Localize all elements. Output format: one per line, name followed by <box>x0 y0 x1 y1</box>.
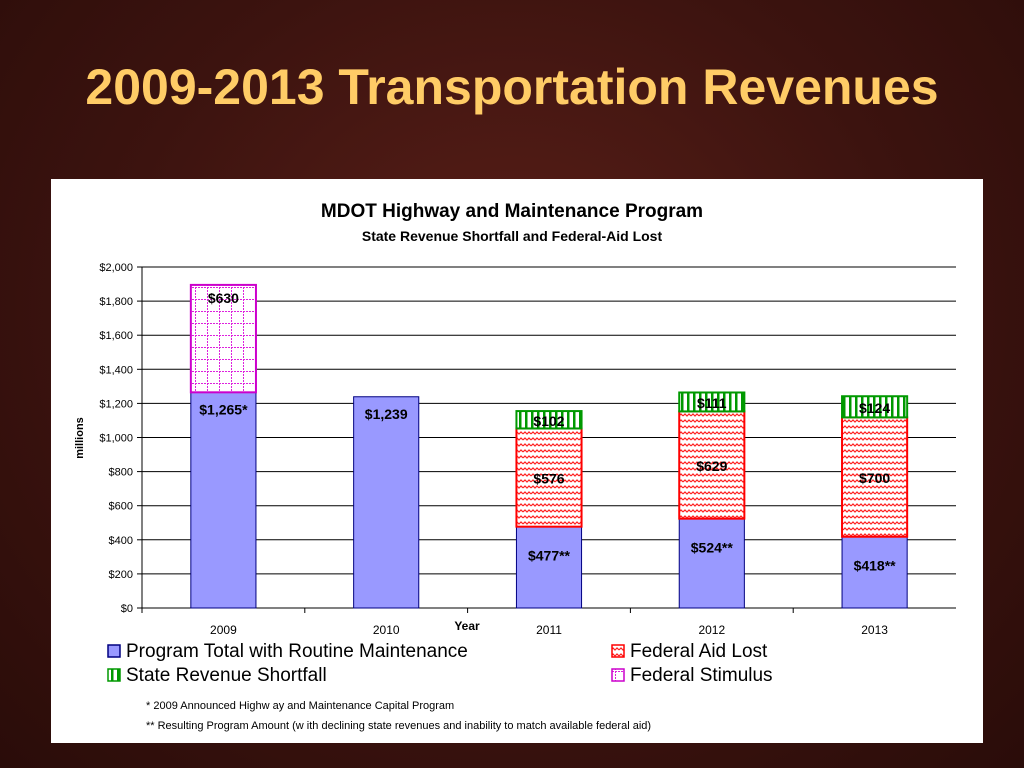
bar-segment <box>841 395 909 419</box>
legend-swatch <box>107 668 121 682</box>
data-label: $700 <box>859 470 890 486</box>
data-label: $124 <box>859 400 890 416</box>
data-label: $418** <box>854 558 897 574</box>
chart-subtitle: State Revenue Shortfall and Federal-Aid … <box>362 228 663 244</box>
legend-label: Federal Aid Lost <box>630 641 768 662</box>
data-label: $477** <box>528 548 571 564</box>
bar-segment <box>515 526 583 609</box>
chart-panel: MDOT Highway and Maintenance Program Sta… <box>51 179 983 743</box>
legend-swatch <box>611 644 625 658</box>
footnote-2: ** Resulting Program Amount (w ith decli… <box>146 720 651 732</box>
bar-segment <box>678 518 745 609</box>
legend-swatch <box>611 668 625 682</box>
y-tick-label: $800 <box>109 467 133 479</box>
y-tick-label: $1,200 <box>99 398 133 410</box>
x-tick-label: 2010 <box>373 623 400 637</box>
bar-segment <box>515 410 583 430</box>
y-tick-label: $0 <box>121 603 133 615</box>
x-tick-label: 2012 <box>698 623 725 637</box>
x-tick-label: 2013 <box>861 623 888 637</box>
x-axis-label: Year <box>454 619 480 633</box>
slide-title: 2009-2013 Transportation Revenues <box>85 59 939 115</box>
bar-segment <box>190 391 257 609</box>
bar-segment <box>353 396 420 609</box>
bar-segment <box>189 283 257 394</box>
chart-title: MDOT Highway and Maintenance Program <box>321 201 703 222</box>
y-tick-label: $1,600 <box>99 330 133 342</box>
data-label: $1,265* <box>199 401 248 417</box>
y-tick-label: $600 <box>109 501 133 513</box>
data-label: $1,239 <box>365 406 408 422</box>
y-tick-label: $400 <box>109 535 133 547</box>
bar-segment <box>515 427 583 528</box>
y-tick-label: $200 <box>109 569 133 581</box>
y-tick-label: $1,400 <box>99 364 133 376</box>
x-tick-label: 2009 <box>210 623 237 637</box>
y-tick-label: $1,000 <box>99 433 133 445</box>
legend-label: State Revenue Shortfall <box>126 665 327 686</box>
data-label: $524** <box>691 540 734 556</box>
bar-chart: MDOT Highway and Maintenance Program Sta… <box>74 201 956 732</box>
legend-label: Federal Stimulus <box>630 665 773 686</box>
y-tick-label: $1,800 <box>99 296 133 308</box>
data-label: $102 <box>533 413 564 429</box>
data-label: $576 <box>533 471 564 487</box>
footnote-1: * 2009 Announced Highw ay and Maintenanc… <box>146 700 454 712</box>
x-tick-label: 2011 <box>536 623 562 637</box>
legend-label: Program Total with Routine Maintenance <box>126 641 468 662</box>
bar-segment <box>841 536 908 609</box>
data-label: $629 <box>696 458 727 474</box>
legend-swatch <box>107 644 121 658</box>
bar-segment <box>678 391 746 413</box>
y-axis-label: millions <box>74 417 86 459</box>
data-label: $630 <box>208 290 239 306</box>
data-label: $111 <box>697 395 727 411</box>
y-tick-label: $2,000 <box>99 262 133 274</box>
